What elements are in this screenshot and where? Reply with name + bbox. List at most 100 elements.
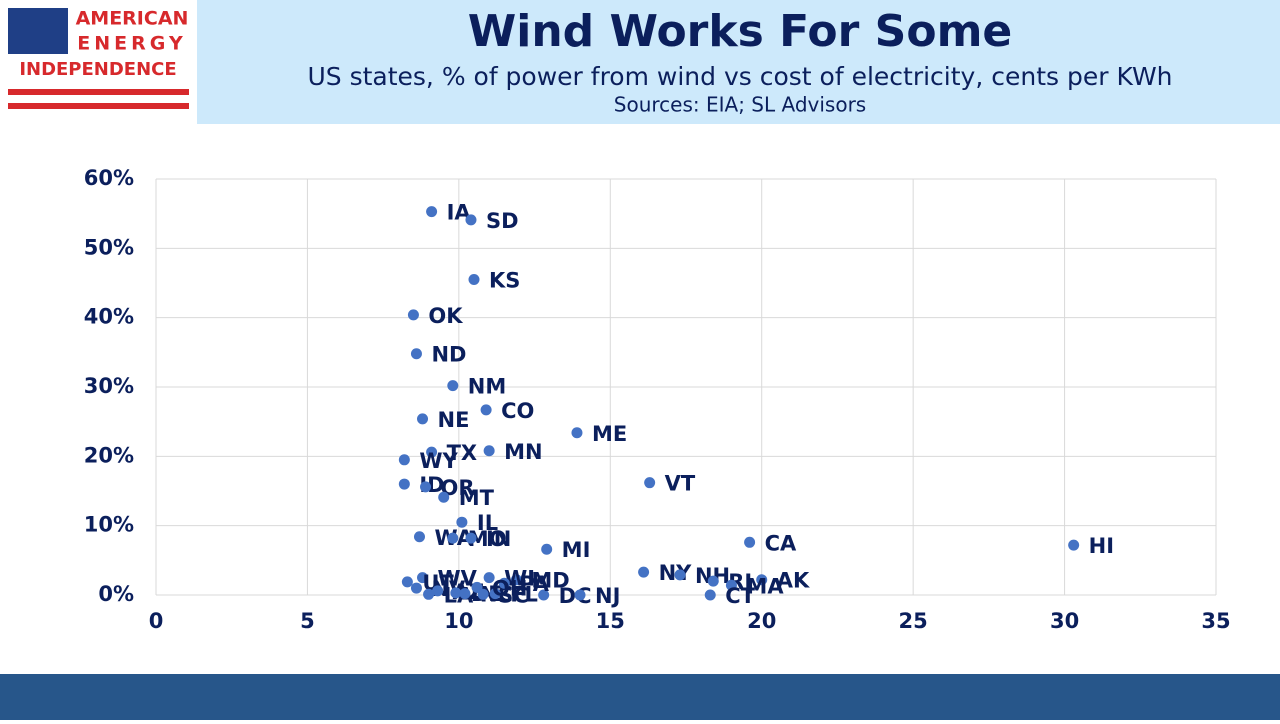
point: [398, 478, 410, 490]
x-tick-label: 10: [444, 609, 473, 633]
point: [410, 348, 422, 360]
point: [704, 589, 716, 601]
point: [571, 427, 583, 439]
point-label: OK: [428, 304, 463, 328]
point: [674, 569, 686, 581]
y-tick-label: 60%: [84, 166, 134, 190]
point-label: WV: [438, 567, 478, 591]
chart-title: Wind Works For Some: [468, 6, 1013, 57]
point-label: IL: [477, 511, 498, 535]
point-label: VT: [665, 472, 696, 496]
point: [426, 446, 438, 458]
point: [471, 581, 483, 593]
point-label: MA: [746, 574, 784, 598]
flag-canton: [8, 8, 68, 54]
point-label: MN: [504, 440, 542, 464]
point-label: NJ: [595, 584, 620, 608]
point: [423, 588, 435, 600]
x-tick-label: 0: [149, 609, 164, 633]
point-label: MD: [531, 569, 569, 593]
x-tick-label: 15: [596, 609, 625, 633]
point-label: TX: [447, 441, 478, 465]
point: [426, 206, 438, 218]
point: [468, 274, 480, 286]
point-label: AK: [777, 569, 810, 593]
point: [459, 588, 471, 600]
point-label: CT: [725, 584, 755, 608]
point: [483, 572, 495, 584]
flag-stripe: [8, 103, 189, 109]
y-tick-label: 0%: [98, 582, 134, 606]
point-label: KS: [489, 269, 520, 293]
point: [447, 380, 459, 392]
point-label: PA: [519, 572, 549, 596]
point: [432, 585, 444, 597]
point-label: HI: [1089, 534, 1114, 558]
point-label: WY: [419, 449, 458, 473]
y-tick-label: 10%: [84, 513, 134, 537]
point: [489, 588, 501, 600]
point: [638, 566, 650, 578]
point: [1068, 539, 1080, 551]
point-label: NM: [468, 375, 506, 399]
y-tick-label: 50%: [84, 235, 134, 259]
point: [744, 536, 756, 548]
point: [480, 404, 492, 416]
logo: AMERICAN ENERGY INDEPENDENCE: [8, 8, 189, 109]
logo-text: AMERICAN: [76, 8, 189, 30]
point-label: ME: [592, 422, 627, 446]
point: [417, 413, 429, 425]
point: [420, 481, 432, 493]
point: [401, 576, 413, 588]
point: [644, 477, 656, 489]
point: [498, 577, 510, 589]
point: [707, 575, 719, 587]
point: [538, 589, 550, 601]
point: [407, 309, 419, 321]
point: [417, 572, 429, 584]
point: [756, 574, 768, 586]
point: [413, 531, 425, 543]
logo-text: ENERGY: [77, 33, 186, 55]
point: [574, 589, 586, 601]
point: [456, 516, 468, 528]
y-tick-label: 40%: [84, 305, 134, 329]
point-label: CA: [765, 531, 797, 555]
chart-source: Sources: EIA; SL Advisors: [614, 93, 866, 117]
point: [483, 445, 495, 457]
point: [541, 543, 553, 555]
point-label: IN: [486, 527, 511, 551]
point: [438, 491, 450, 503]
point: [398, 454, 410, 466]
chart-subtitle: US states, % of power from wind vs cost …: [307, 62, 1172, 91]
point: [450, 587, 462, 599]
x-tick-label: 25: [899, 609, 928, 633]
point-label: OH: [492, 576, 527, 600]
point-label: SD: [486, 209, 519, 233]
point-label: ND: [431, 343, 466, 367]
x-tick-label: 35: [1201, 609, 1230, 633]
footer-bar: [0, 674, 1280, 720]
point: [725, 579, 737, 591]
point: [465, 532, 477, 544]
flag-stripe: [8, 89, 189, 95]
header-banner: [197, 0, 1280, 124]
x-tick-label: 30: [1050, 609, 1079, 633]
point-label: CO: [501, 399, 534, 423]
point-label: MT: [459, 486, 495, 510]
x-tick-label: 5: [300, 609, 315, 633]
point-label: NE: [438, 408, 470, 432]
logo-text: INDEPENDENCE: [19, 59, 176, 80]
point-label: MI: [562, 538, 591, 562]
y-tick-label: 20%: [84, 443, 134, 467]
point: [410, 582, 422, 594]
point: [465, 214, 477, 226]
x-tick-label: 20: [747, 609, 776, 633]
point: [447, 532, 459, 544]
point-label: WI: [504, 567, 535, 591]
point: [510, 574, 522, 586]
point-label: FL: [510, 583, 538, 607]
y-tick-label: 30%: [84, 374, 134, 398]
